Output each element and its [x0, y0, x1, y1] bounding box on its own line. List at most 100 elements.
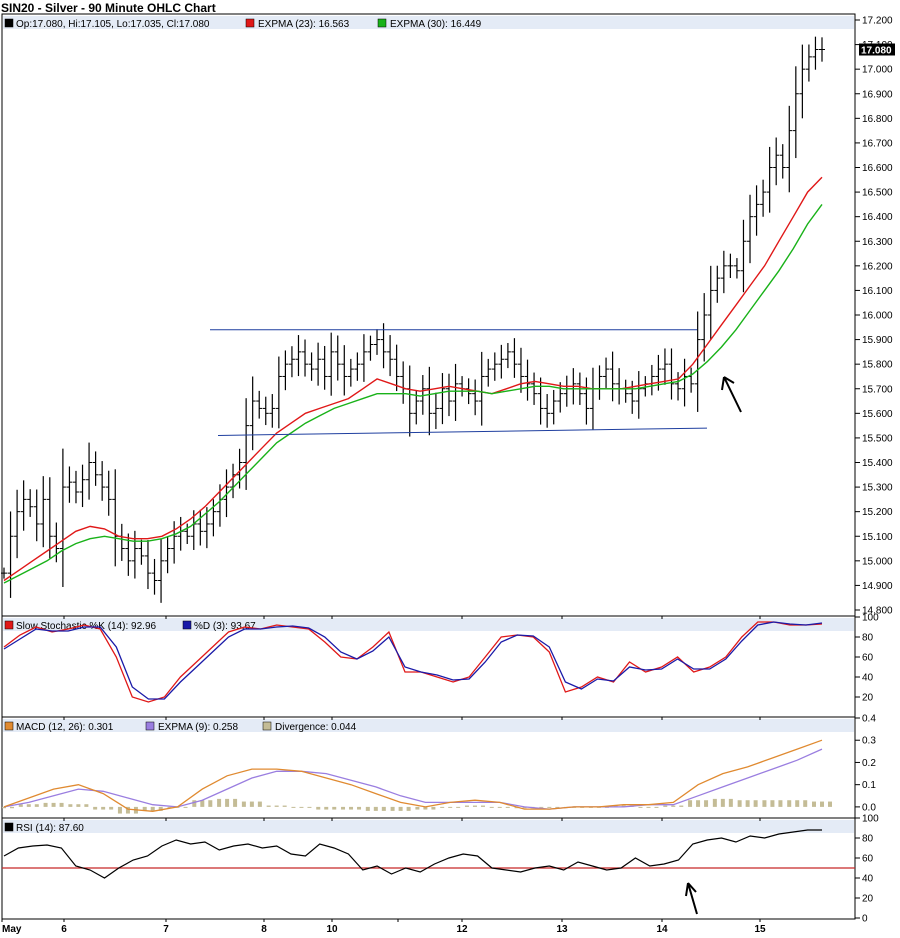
main-ytick-label: 14.900	[862, 581, 893, 592]
macd-divergence-bar	[26, 804, 31, 807]
legend-d: %D (3): 93.67	[194, 621, 256, 632]
macd-divergence-bar	[745, 800, 750, 807]
macd-divergence-bar	[167, 806, 172, 808]
macd-divergence-bar	[621, 805, 626, 807]
legend-div-swatch	[262, 721, 272, 731]
panel-main-frame	[1, 13, 856, 617]
legend-rsi: RSI (14): 87.60	[16, 823, 84, 834]
macd-divergence-bar	[803, 800, 808, 807]
main-ytick-label: 16.200	[862, 261, 893, 272]
macd-divergence-bar	[299, 806, 304, 808]
stoch-ytick-label: 20	[862, 693, 874, 704]
macd-divergence-bar	[472, 805, 477, 807]
legend-ema30: EXPMA (30): 16.449	[390, 19, 482, 30]
macd-divergence-bar	[249, 801, 254, 807]
x-label: 15	[754, 924, 766, 935]
x-label: 12	[456, 924, 468, 935]
x-label: 10	[326, 924, 338, 935]
x-label: 8	[261, 924, 267, 935]
macd-ytick-label: 0.4	[862, 714, 876, 725]
macd-ytick-label: 0.3	[862, 736, 876, 747]
x-label: 14	[656, 924, 668, 935]
macd-divergence-bar	[737, 800, 742, 807]
main-ytick-label: 15.100	[862, 532, 893, 543]
stoch-ytick-label: 40	[862, 673, 874, 684]
macd-divergence-bar	[728, 798, 733, 807]
macd-divergence-bar	[555, 806, 560, 808]
macd-divergence-bar	[192, 800, 197, 807]
macd-divergence-bar	[423, 806, 428, 810]
macd-divergence-bar	[646, 806, 651, 808]
macd-divergence-bar	[720, 798, 725, 807]
main-ytick-label: 16.000	[862, 311, 893, 322]
stoch-d-line	[3, 621, 823, 700]
macd-divergence-bar	[282, 805, 287, 807]
macd-divergence-bar	[613, 805, 618, 807]
main-ytick-label: 16.500	[862, 188, 893, 199]
rsi-ytick-label: 80	[862, 834, 874, 845]
legend-macd: MACD (12, 26): 0.301	[16, 722, 114, 733]
rsi-line	[3, 829, 822, 879]
macd-divergence-bar	[812, 801, 816, 807]
macd-divergence-bar	[225, 798, 230, 807]
macd-divergence-bar	[381, 806, 386, 811]
annotation-arrow-main	[721, 376, 742, 413]
macd-divergence-bar	[415, 806, 420, 810]
macd-divergence-bar	[357, 806, 362, 810]
macd-divergence-bar	[117, 806, 122, 814]
macd-divergence-bar	[712, 798, 717, 807]
macd-divergence-bar	[505, 806, 510, 808]
main-ytick-label: 16.700	[862, 138, 893, 149]
macd-divergence-bar	[448, 806, 453, 808]
main-ytick-label: 15.000	[862, 556, 893, 567]
main-ytick-label: 16.300	[862, 237, 893, 248]
macd-divergence-bar	[208, 800, 213, 807]
main-ytick-label: 15.700	[862, 384, 893, 395]
macd-divergence-bar	[10, 806, 14, 809]
legend-ema30-swatch	[377, 18, 387, 28]
macd-divergence-bar	[200, 800, 205, 807]
macd-divergence-bar	[762, 800, 767, 807]
macd-divergence-bar	[638, 806, 643, 808]
macd-divergence-bar	[497, 806, 502, 808]
macd-divergence-bar	[480, 805, 485, 807]
legend-d-swatch	[182, 620, 192, 630]
main-ytick-label: 15.300	[862, 483, 893, 494]
macd-divergence-bar	[390, 806, 395, 811]
macd-divergence-bar	[18, 804, 23, 807]
macd-divergence-bar	[257, 801, 262, 807]
macd-divergence-bar	[291, 806, 296, 808]
macd-divergence-bar	[464, 805, 469, 807]
rsi-ytick-label: 60	[862, 854, 874, 865]
macd-divergence-bar	[233, 798, 238, 807]
macd-divergence-bar	[341, 806, 346, 810]
macd-divergence-bar	[770, 800, 775, 807]
macd-divergence-bar	[373, 806, 378, 811]
macd-divergence-bar	[365, 806, 370, 811]
macd-divergence-bar	[59, 802, 64, 807]
last-price-label: 17.080	[861, 46, 892, 57]
macd-ytick-label: 0.0	[862, 802, 876, 813]
macd-divergence-bar	[696, 800, 701, 807]
legend-bar-main	[3, 16, 854, 29]
legend-div: Divergence: 0.044	[275, 722, 357, 733]
macd-ytick-label: 0.1	[862, 780, 876, 791]
legend-signal: EXPMA (9): 0.258	[158, 722, 238, 733]
x-label: 13	[556, 924, 568, 935]
legend-bar-rsi	[3, 820, 854, 833]
rsi-ytick-label: 0	[862, 914, 868, 925]
macd-divergence-bar	[456, 806, 461, 808]
macd-divergence-bar	[217, 798, 222, 807]
last-price-box	[859, 43, 895, 56]
macd-divergence-bar	[84, 804, 89, 807]
legend-ema23: EXPMA (23): 16.563	[258, 19, 350, 30]
macd-divergence-bar	[787, 800, 792, 807]
main-ytick-label: 16.800	[862, 114, 893, 125]
macd-divergence-bar	[109, 806, 114, 810]
macd-divergence-bar	[679, 805, 684, 807]
annotation-arrow-rsi	[685, 882, 698, 915]
macd-divergence-bar	[274, 805, 279, 807]
ema30-line	[3, 203, 823, 584]
stoch-ytick-label: 60	[862, 653, 874, 664]
main-ytick-label: 15.900	[862, 335, 893, 346]
